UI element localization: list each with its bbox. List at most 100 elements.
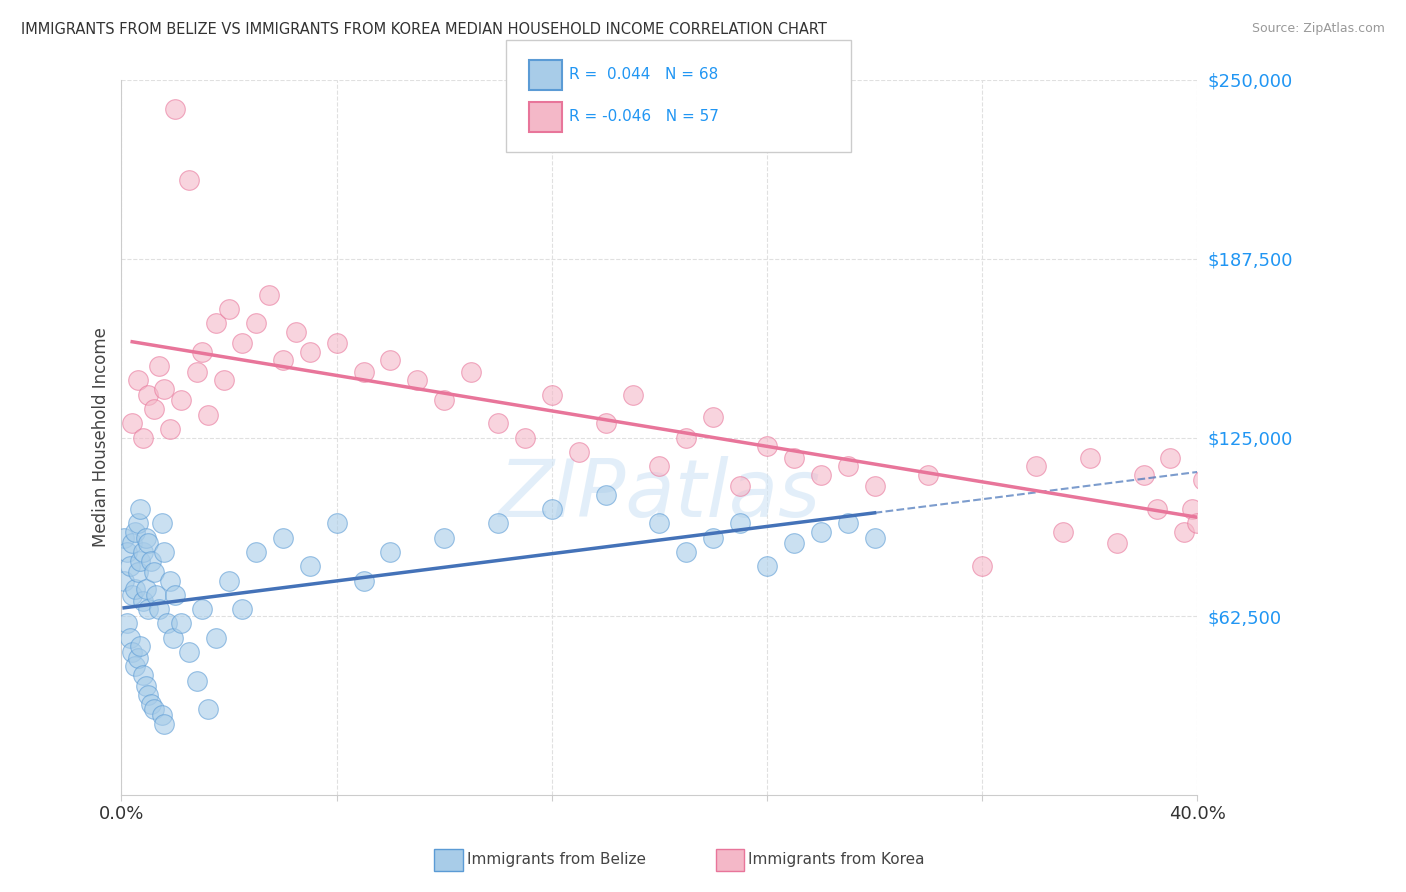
Point — [218, 301, 240, 316]
Point — [298, 344, 321, 359]
Point — [127, 516, 149, 531]
Point — [115, 616, 138, 631]
Text: IMMIGRANTS FROM BELIZE VS IMMIGRANTS FROM KOREA MEDIAN HOUSEHOLD INCOME CORRELAT: IMMIGRANTS FROM BELIZE VS IMMIGRANTS FRO… — [21, 22, 827, 37]
Point — [460, 365, 482, 379]
Point — [353, 365, 375, 379]
Point — [148, 602, 170, 616]
Point — [121, 416, 143, 430]
Point — [325, 516, 347, 531]
Point — [197, 702, 219, 716]
Point — [156, 616, 179, 631]
Point — [231, 336, 253, 351]
Point — [595, 416, 617, 430]
Point — [325, 336, 347, 351]
Point — [728, 479, 751, 493]
Point — [139, 697, 162, 711]
Point — [702, 531, 724, 545]
Point — [127, 373, 149, 387]
Point — [153, 716, 176, 731]
Point — [112, 531, 135, 545]
Point — [135, 679, 157, 693]
Point — [132, 545, 155, 559]
Point — [159, 422, 181, 436]
Point — [783, 536, 806, 550]
Point — [132, 430, 155, 444]
Point — [1159, 450, 1181, 465]
Point — [129, 502, 152, 516]
Point — [271, 353, 294, 368]
Point — [486, 516, 509, 531]
Point — [231, 602, 253, 616]
Point — [191, 344, 214, 359]
Point — [433, 531, 456, 545]
Text: R = -0.046   N = 57: R = -0.046 N = 57 — [569, 110, 720, 124]
Point — [540, 387, 562, 401]
Point — [285, 325, 308, 339]
Text: ZIPatlas: ZIPatlas — [498, 456, 821, 533]
Point — [380, 545, 402, 559]
Point — [139, 553, 162, 567]
Point — [1078, 450, 1101, 465]
Point — [917, 467, 939, 482]
Point — [810, 524, 832, 539]
Point — [621, 387, 644, 401]
Point — [150, 708, 173, 723]
Text: R =  0.044   N = 68: R = 0.044 N = 68 — [569, 68, 718, 82]
Point — [1187, 516, 1209, 531]
Point — [595, 488, 617, 502]
Point — [1191, 474, 1213, 488]
Point — [863, 531, 886, 545]
Point — [212, 373, 235, 387]
Point — [118, 559, 141, 574]
Point — [197, 408, 219, 422]
Point — [177, 173, 200, 187]
Point — [148, 359, 170, 373]
Point — [486, 416, 509, 430]
Point — [1105, 536, 1128, 550]
Text: Immigrants from Belize: Immigrants from Belize — [467, 853, 645, 867]
Point — [756, 559, 779, 574]
Point — [153, 382, 176, 396]
Point — [837, 459, 859, 474]
Point — [702, 410, 724, 425]
Point — [124, 659, 146, 673]
Point — [648, 516, 671, 531]
Point — [138, 387, 160, 401]
Point — [433, 393, 456, 408]
Point — [756, 439, 779, 453]
Point — [186, 365, 208, 379]
Point — [191, 602, 214, 616]
Point — [177, 645, 200, 659]
Point — [380, 353, 402, 368]
Point — [1052, 524, 1074, 539]
Point — [810, 467, 832, 482]
Point — [568, 445, 591, 459]
Point — [1146, 502, 1168, 516]
Point — [135, 582, 157, 596]
Point — [169, 393, 191, 408]
Point — [112, 574, 135, 588]
Point — [728, 516, 751, 531]
Point — [142, 401, 165, 416]
Point — [121, 645, 143, 659]
Point — [145, 588, 167, 602]
Point — [135, 531, 157, 545]
Point — [204, 631, 226, 645]
Point — [186, 673, 208, 688]
Point — [142, 702, 165, 716]
Point — [837, 516, 859, 531]
Point — [142, 565, 165, 579]
Point — [1173, 524, 1195, 539]
Point — [124, 524, 146, 539]
Point — [259, 287, 281, 301]
Point — [150, 516, 173, 531]
Point — [972, 559, 994, 574]
Point — [162, 631, 184, 645]
Point — [1181, 502, 1204, 516]
Point — [218, 574, 240, 588]
Y-axis label: Median Household Income: Median Household Income — [93, 327, 110, 548]
Point — [204, 316, 226, 330]
Point — [783, 450, 806, 465]
Point — [675, 545, 697, 559]
Point — [129, 553, 152, 567]
